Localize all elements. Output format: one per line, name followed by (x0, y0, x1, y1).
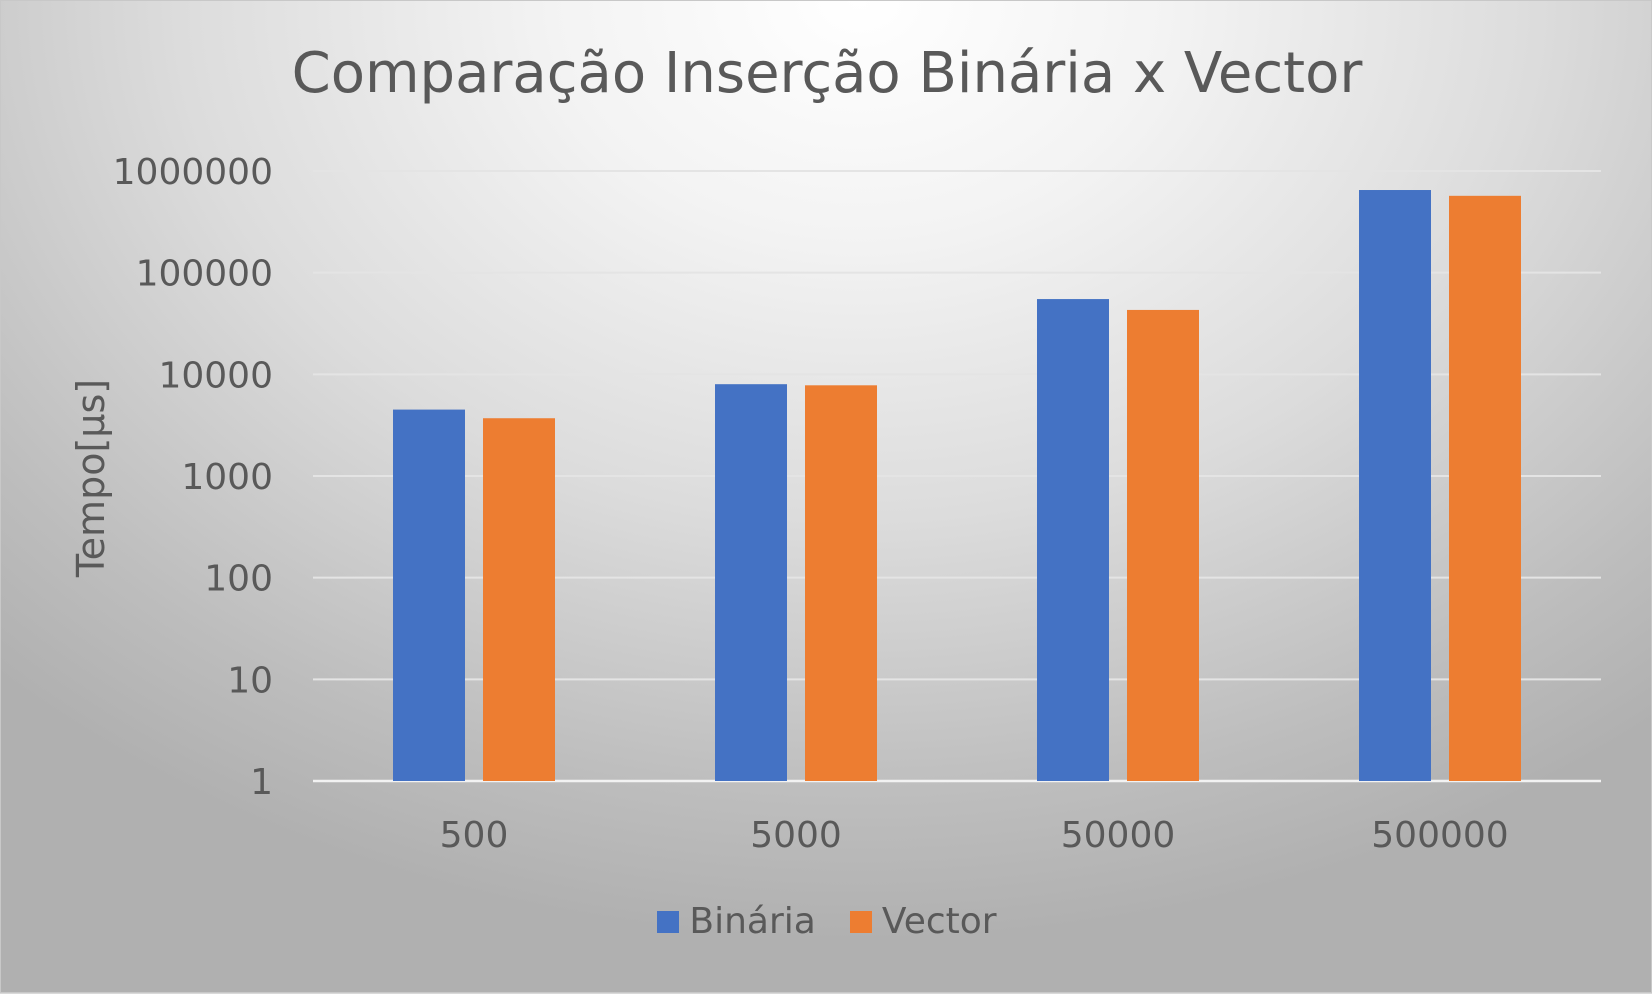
y-tick-label: 10000 (158, 355, 273, 396)
y-axis-ticks: 1 10 100 1000 10000 100000 1000000 (113, 152, 273, 803)
bars (393, 190, 1521, 781)
x-tick-label: 5000 (750, 815, 842, 856)
y-tick-label: 1000 (181, 457, 273, 498)
bar-vector-500 (483, 418, 555, 781)
y-axis-title: Tempo[µs] (69, 379, 113, 578)
y-tick-label: 1000000 (113, 152, 273, 193)
bar-binaria-500000 (1359, 190, 1431, 781)
legend: Binária Vector (1, 901, 1652, 942)
legend-item: Vector (849, 901, 997, 942)
x-tick-label: 500 (440, 815, 509, 856)
legend-swatch (849, 910, 872, 933)
y-tick-label: 100 (204, 559, 273, 600)
bar-vector-500000 (1449, 195, 1521, 781)
y-tick-label: 1 (250, 762, 273, 803)
x-axis-ticks: 500 5000 50000 500000 (440, 815, 1509, 856)
legend-item: Binária (657, 901, 816, 942)
legend-label: Binária (689, 901, 816, 942)
bar-binaria-5000 (715, 384, 787, 781)
bar-vector-50000 (1127, 309, 1199, 781)
y-tick-label: 10 (227, 660, 273, 701)
y-tick-label: 100000 (136, 254, 273, 295)
bar-binaria-500 (393, 409, 465, 781)
chart-title: Comparação Inserção Binária x Vector (291, 41, 1363, 106)
bar-vector-5000 (805, 385, 877, 781)
legend-swatch (657, 910, 680, 933)
x-tick-label: 500000 (1371, 815, 1508, 856)
legend-label: Vector (881, 901, 997, 942)
x-tick-label: 50000 (1061, 815, 1176, 856)
bar-binaria-50000 (1037, 299, 1109, 781)
